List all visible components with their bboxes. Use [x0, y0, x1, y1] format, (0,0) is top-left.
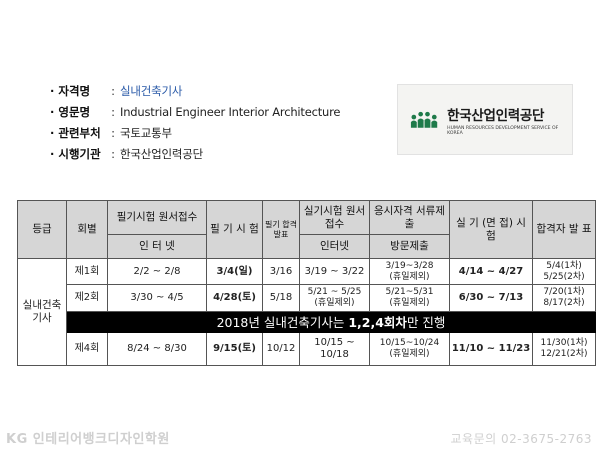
logo-english-text: HUMAN RESOURCES DEVELOPMENT SERVICE OF K…: [447, 125, 559, 136]
header-practical-apply: 실기시험 원서접수: [299, 200, 370, 235]
table-row: 실내건축 기사 제1회 2/2 ~ 2/8 3/4(일) 3/16 3/19 ~…: [17, 258, 596, 366]
header-written-exam: 필 기 시 험: [206, 200, 263, 259]
practical-exam-cell: 6/30 ~ 7/13: [449, 284, 533, 312]
subheader-visit: 방문제출: [369, 234, 450, 259]
category-cell: 실내건축 기사: [17, 258, 67, 366]
agency-logo: 한국산업인력공단 HUMAN RESOURCES DEVELOPMENT SER…: [397, 84, 573, 155]
docs-cell: 3/19~3/28 (휴일제외): [369, 258, 450, 285]
final-result-cell: 7/20(1차) 8/17(2차): [532, 284, 596, 312]
practical-apply-cell: 3/19 ~ 3/22: [299, 258, 370, 285]
info-key: 시행기관: [50, 146, 106, 162]
table-row: 제4회 8/24 ~ 8/30 9/15(토) 10/12 10/15 ~ 10…: [18, 332, 596, 366]
academy-name: KG 인테리어뱅크디자인학원: [6, 432, 170, 447]
footer-watermark: KG 인테리어뱅크디자인학원 교육문의 02-3675-2763: [0, 426, 600, 450]
banner-suffix: 만 진행: [406, 314, 446, 330]
subheader-internet: 인터넷: [299, 234, 370, 259]
info-colon: :: [111, 104, 115, 119]
practical-apply-cell: 10/15 ~ 10/18: [299, 332, 370, 366]
docs-cell: 5/21~5/31 (휴일제외): [369, 284, 450, 312]
written-result-cell: 3/16: [262, 258, 300, 285]
docs-note: (휴일제외): [389, 271, 430, 282]
docs-note: (휴일제외): [389, 298, 430, 308]
info-value: 국토교통부: [120, 125, 172, 140]
practical-exam-cell: 4/14 ~ 4/27: [449, 258, 533, 285]
agency-emblem-icon: [410, 111, 438, 128]
final-first: 5/4(1차): [546, 260, 582, 271]
header-grade: 등급: [17, 200, 67, 259]
info-row-english-name: 영문명 : Industrial Engineer Interior Archi…: [50, 101, 390, 122]
table-subheader-row: 인 터 넷 인터넷 방문제출: [18, 234, 596, 259]
written-result-cell: 10/12: [262, 332, 300, 366]
practical-apply-dates: 5/21 ~ 5/25: [307, 287, 362, 298]
written-apply-cell: 2/2 ~ 2/8: [107, 258, 207, 285]
round-cell: 제1회: [66, 258, 108, 285]
final-result-cell: 11/30(1차) 12/21(2차): [532, 332, 596, 366]
written-apply-cell: 8/24 ~ 8/30: [107, 332, 207, 366]
final-second: 12/21(2차): [540, 349, 588, 359]
info-row-ministry: 관련부처 : 국토교통부: [50, 122, 390, 143]
info-key: 관련부처: [50, 125, 106, 141]
header-final-result: 합격자 발 표: [532, 200, 596, 259]
round-cell: 제4회: [66, 332, 108, 366]
written-result-cell: 5/18: [262, 284, 300, 312]
docs-dates: 3/19~3/28: [385, 260, 434, 271]
info-colon: :: [111, 83, 115, 98]
header-docs: 응시자격 서류제출: [369, 200, 450, 235]
info-key: 영문명: [50, 104, 106, 120]
docs-cell: 10/15~10/24 (휴일제외): [369, 332, 450, 366]
notice-banner: 2018년 실내건축기사는 1,2,4회차만 진행: [66, 311, 596, 333]
round-cell: 제2회: [66, 284, 108, 312]
header-written-result: 필기 합격 발표: [262, 200, 300, 259]
written-exam-cell: 4/28(토): [206, 284, 263, 312]
info-key: 자격명: [50, 83, 106, 99]
exam-schedule-table: 등급 회별 필기시험 원서접수 필 기 시 험 필기 합격 발표 실기시험 원서…: [17, 200, 596, 366]
written-apply-cell: 3/30 ~ 4/5: [107, 284, 207, 312]
final-first: 11/30(1차): [540, 338, 588, 349]
contact-info: 교육문의 02-3675-2763: [450, 432, 592, 446]
table-header-row: 등급 회별 필기시험 원서접수 필 기 시 험 필기 합격 발표 실기시험 원서…: [17, 200, 596, 259]
info-colon: :: [111, 125, 115, 140]
banner-prefix: 2018년 실내건축기사는: [216, 314, 349, 330]
docs-dates: 5/21~5/31: [385, 287, 434, 298]
banner-bold: 1,2,4회차: [348, 314, 407, 330]
final-first: 7/20(1차): [543, 287, 585, 298]
subheader-internet: 인 터 넷: [107, 234, 207, 259]
written-exam-cell: 3/4(일): [206, 258, 263, 285]
table-row: 제2회 3/30 ~ 4/5 4/28(토) 5/18 5/21 ~ 5/25(…: [18, 284, 596, 312]
info-row-name: 자격명 : 실내건축기사: [50, 80, 390, 101]
logo-korean-text: 한국산업인력공단: [447, 107, 545, 124]
practical-exam-cell: 11/10 ~ 11/23: [449, 332, 533, 366]
final-second: 5/25(2차): [543, 271, 585, 282]
info-value: 실내건축기사: [120, 83, 183, 98]
info-value: Industrial Engineer Interior Architectur…: [120, 104, 341, 119]
qualification-info: 자격명 : 실내건축기사 영문명 : Industrial Engineer I…: [50, 80, 390, 164]
notice-banner-row: 2018년 실내건축기사는 1,2,4회차만 진행: [18, 311, 596, 333]
header-practical-exam: 실 기 (면 접) 시 험: [449, 200, 533, 259]
final-result-cell: 5/4(1차) 5/25(2차): [532, 258, 596, 285]
info-row-agency: 시행기관 : 한국산업인력공단: [50, 143, 390, 164]
practical-apply-cell: 5/21 ~ 5/25 (휴일제외): [299, 284, 370, 312]
practical-apply-note: (휴일제외): [314, 298, 355, 308]
info-colon: :: [111, 146, 115, 161]
info-value: 한국산업인력공단: [120, 146, 204, 161]
written-exam-cell: 9/15(토): [206, 332, 263, 366]
header-round: 회별: [66, 200, 108, 259]
docs-note: (휴일제외): [389, 349, 430, 359]
docs-dates: 10/15~10/24: [379, 338, 440, 349]
final-second: 8/17(2차): [543, 298, 585, 308]
header-written-apply: 필기시험 원서접수: [107, 200, 207, 235]
